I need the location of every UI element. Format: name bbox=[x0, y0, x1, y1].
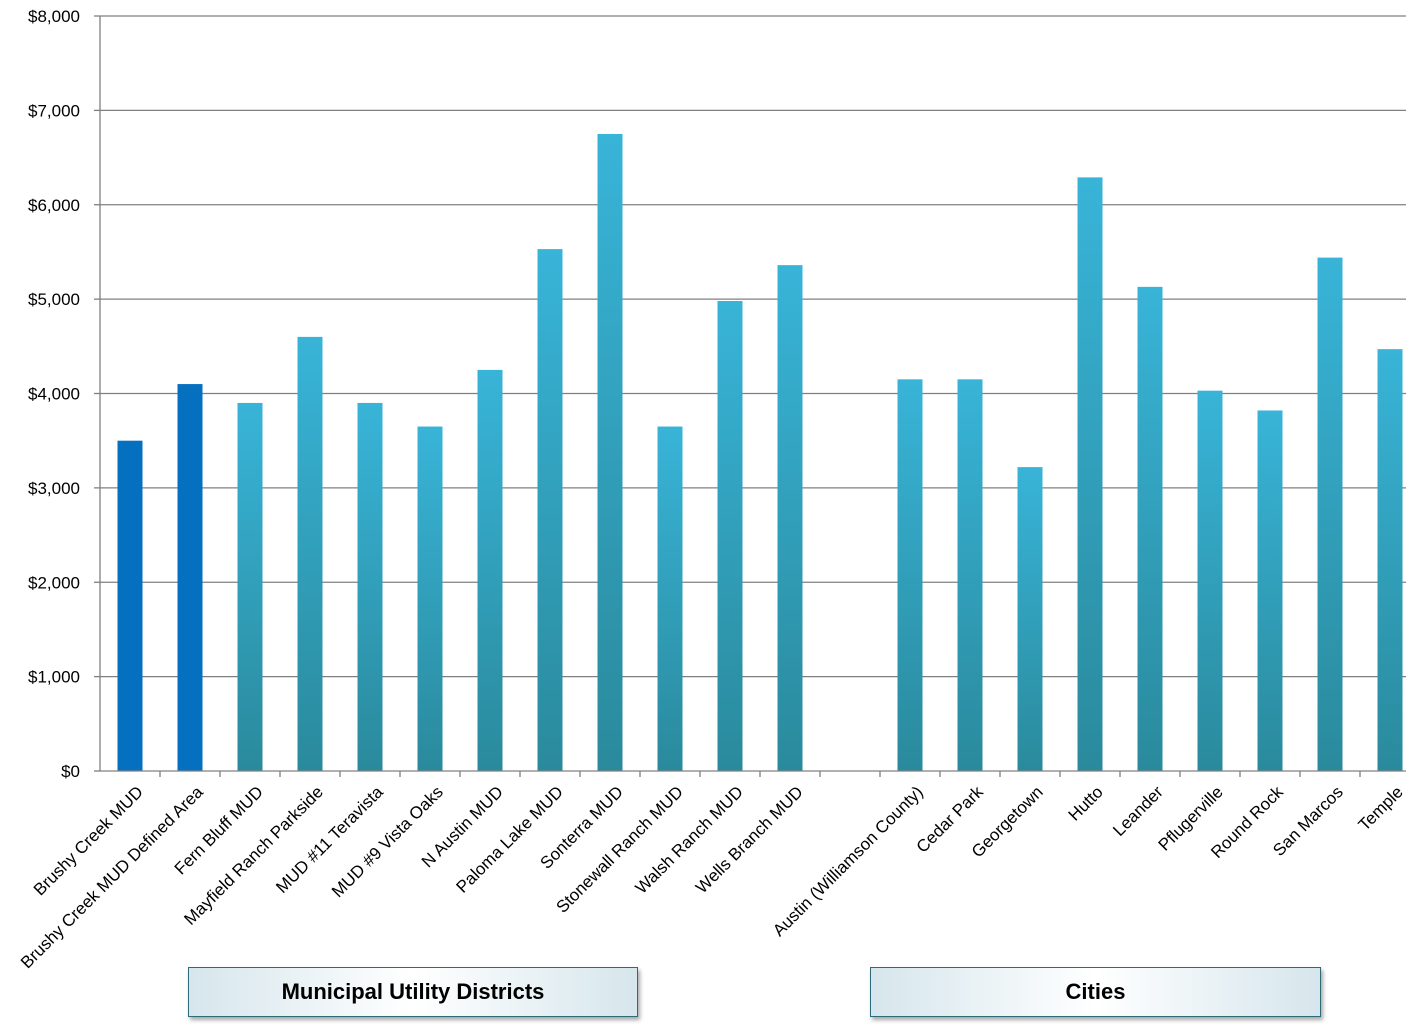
x-tick-label: Walsh Ranch MUD bbox=[632, 782, 747, 897]
x-tick-label: Temple bbox=[1355, 782, 1406, 834]
bar bbox=[117, 440, 143, 771]
y-tick-label: $0 bbox=[61, 762, 80, 781]
y-tick-label: $2,000 bbox=[28, 573, 80, 592]
bar bbox=[657, 426, 683, 771]
bar bbox=[957, 379, 983, 771]
y-tick-label: $4,000 bbox=[28, 385, 80, 404]
group-label-mud: Municipal Utility Districts bbox=[188, 967, 638, 1017]
bar bbox=[477, 369, 503, 771]
x-tick-label: Hutto bbox=[1065, 782, 1107, 824]
bar bbox=[777, 265, 803, 771]
bar bbox=[1257, 410, 1283, 771]
x-tick-label: MUD #11 Teravista bbox=[272, 782, 387, 897]
x-tick-label: Wells Branch MUD bbox=[692, 782, 807, 897]
bar bbox=[237, 402, 263, 771]
bar bbox=[1137, 286, 1163, 771]
y-tick-label: $1,000 bbox=[28, 668, 80, 687]
y-tick-label: $5,000 bbox=[28, 290, 80, 309]
x-tick-label: Leander bbox=[1109, 782, 1167, 840]
x-tick-label: MUD #9 Vista Oaks bbox=[328, 782, 447, 901]
bar bbox=[717, 301, 743, 771]
bar bbox=[1377, 349, 1403, 771]
y-tick-label: $3,000 bbox=[28, 479, 80, 498]
y-tick-label: $6,000 bbox=[28, 196, 80, 215]
x-tick-label: Brushy Creek MUD bbox=[30, 782, 147, 899]
x-tick-label: Paloma Lake MUD bbox=[453, 782, 567, 896]
bar bbox=[1197, 390, 1223, 771]
bar bbox=[1317, 257, 1343, 772]
bar bbox=[357, 402, 383, 771]
bar bbox=[537, 249, 563, 771]
bar bbox=[1017, 467, 1043, 771]
bars bbox=[117, 133, 1403, 772]
bar bbox=[1077, 177, 1103, 772]
y-tick-label: $7,000 bbox=[28, 101, 80, 120]
bar bbox=[297, 336, 323, 771]
bar bbox=[417, 426, 443, 771]
y-tick-label: $8,000 bbox=[28, 7, 80, 26]
group-label-cities: Cities bbox=[870, 967, 1321, 1017]
bar bbox=[897, 379, 923, 771]
y-axis-ticks: $0 $1,000 $2,000 $3,000 $4,000 $5,000 $6,000 $7… bbox=[28, 7, 100, 781]
bar bbox=[177, 384, 203, 771]
axes bbox=[99, 16, 1406, 777]
bar bbox=[597, 133, 623, 771]
